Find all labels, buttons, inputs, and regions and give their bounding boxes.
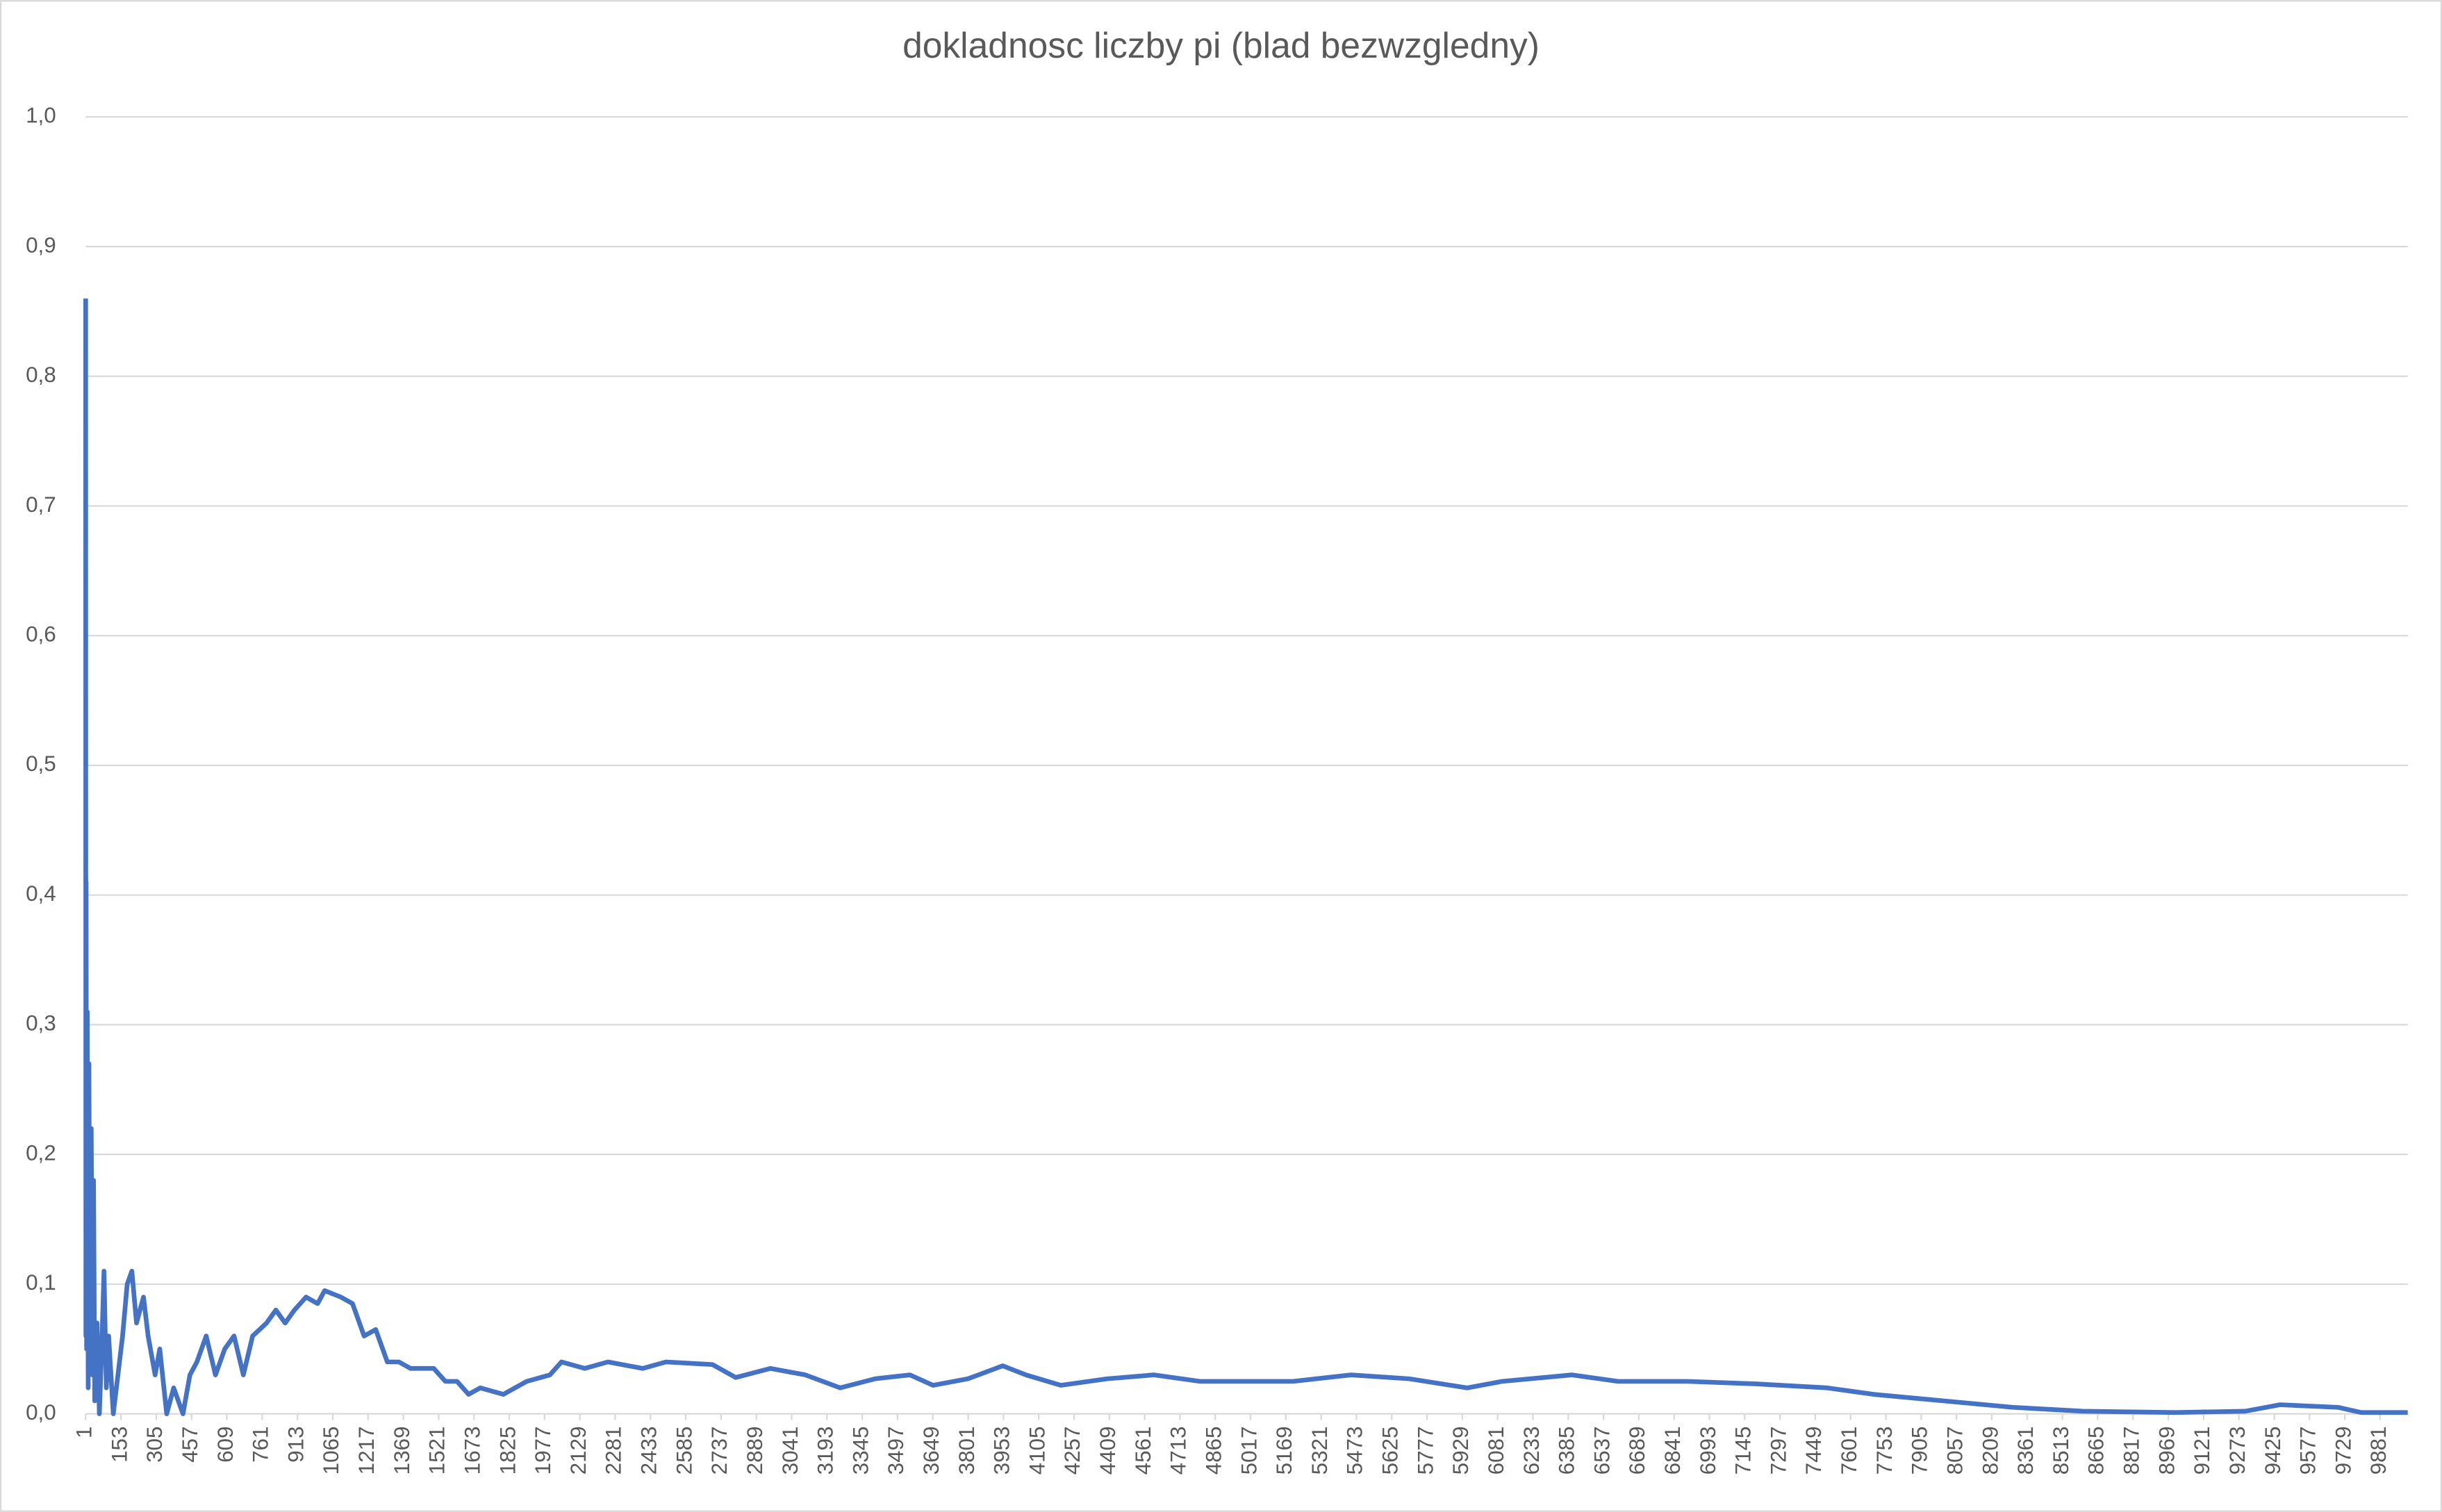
x-tick-label: 1825 bbox=[495, 1427, 520, 1475]
x-tick-label: 2737 bbox=[707, 1427, 732, 1475]
x-tick-label: 5929 bbox=[1449, 1427, 1473, 1475]
x-tick-label: 761 bbox=[249, 1427, 273, 1463]
x-tick-label: 6233 bbox=[1519, 1427, 1544, 1475]
x-tick-label: 609 bbox=[213, 1427, 238, 1463]
data-line bbox=[83, 298, 2408, 1416]
chart-title: dokladnosc liczby pi (blad bezwzgledny) bbox=[902, 25, 1540, 65]
x-tick-label: 3953 bbox=[990, 1427, 1014, 1475]
x-tick-label: 6081 bbox=[1484, 1427, 1508, 1475]
x-tick-label: 8513 bbox=[2049, 1427, 2073, 1475]
x-tick-label: 9881 bbox=[2366, 1427, 2391, 1475]
x-tick-label: 9273 bbox=[2225, 1427, 2250, 1475]
x-tick-label: 3497 bbox=[884, 1427, 908, 1475]
y-tick-label: 0,2 bbox=[26, 1140, 56, 1165]
y-tick-label: 0,9 bbox=[26, 233, 56, 257]
x-tick-label: 1217 bbox=[354, 1427, 379, 1475]
x-tick-label: 3649 bbox=[919, 1427, 943, 1475]
x-tick-label: 4713 bbox=[1166, 1427, 1191, 1475]
x-tick-label: 8817 bbox=[2120, 1427, 2144, 1475]
x-tick-label: 2433 bbox=[637, 1427, 661, 1475]
x-tick-label: 5017 bbox=[1237, 1427, 1261, 1475]
y-tick-label: 0,7 bbox=[26, 492, 56, 517]
x-tick-label: 1521 bbox=[425, 1427, 449, 1475]
x-tick-label: 153 bbox=[107, 1427, 131, 1463]
x-tick-label: 6689 bbox=[1625, 1427, 1649, 1475]
x-tick-label: 4865 bbox=[1201, 1427, 1226, 1475]
x-tick-label: 9425 bbox=[2261, 1427, 2285, 1475]
y-tick-label: 0,5 bbox=[26, 751, 56, 776]
x-tick-label: 8969 bbox=[2154, 1427, 2179, 1475]
x-tick-label: 7145 bbox=[1731, 1427, 1756, 1475]
x-tick-label: 6993 bbox=[1696, 1427, 1720, 1475]
x-tick-label: 7601 bbox=[1837, 1427, 1861, 1475]
x-tick-label: 4561 bbox=[1131, 1427, 1155, 1475]
x-tick-label: 305 bbox=[142, 1427, 167, 1463]
x-tick-label: 9121 bbox=[2190, 1427, 2214, 1475]
x-tick-label: 7753 bbox=[1872, 1427, 1897, 1475]
x-tick-label: 3801 bbox=[955, 1427, 979, 1475]
x-tick-label: 4409 bbox=[1096, 1427, 1120, 1475]
x-tick-label: 5777 bbox=[1413, 1427, 1437, 1475]
x-tick-label: 1065 bbox=[319, 1427, 343, 1475]
y-tick-label: 0,6 bbox=[26, 622, 56, 647]
y-tick-label: 0,1 bbox=[26, 1270, 56, 1295]
x-tick-label: 3041 bbox=[778, 1427, 802, 1475]
x-tick-label: 3345 bbox=[848, 1427, 873, 1475]
x-tick-label: 4257 bbox=[1060, 1427, 1084, 1475]
x-tick-label: 5321 bbox=[1307, 1427, 1332, 1475]
y-tick-label: 1,0 bbox=[26, 103, 56, 128]
x-tick-label: 457 bbox=[178, 1427, 202, 1463]
x-tick-label: 1673 bbox=[460, 1427, 484, 1475]
x-tick-label: 3193 bbox=[814, 1427, 838, 1475]
x-tick-label: 7449 bbox=[1801, 1427, 1826, 1475]
x-tick-label: 5169 bbox=[1272, 1427, 1296, 1475]
x-tick-label: 8057 bbox=[1942, 1427, 1967, 1475]
x-tick-label: 1 bbox=[72, 1427, 97, 1438]
x-tick-label: 7297 bbox=[1766, 1427, 1790, 1475]
y-tick-label: 0,4 bbox=[26, 881, 56, 906]
x-tick-label: 6385 bbox=[1555, 1427, 1579, 1475]
x-tick-label: 5625 bbox=[1378, 1427, 1403, 1475]
x-tick-label: 5473 bbox=[1343, 1427, 1367, 1475]
x-tick-label: 7905 bbox=[1908, 1427, 1932, 1475]
x-tick-label: 6841 bbox=[1660, 1427, 1685, 1475]
y-tick-label: 0,0 bbox=[26, 1400, 56, 1424]
x-tick-label: 2129 bbox=[566, 1427, 591, 1475]
x-tick-label: 8361 bbox=[2013, 1427, 2038, 1475]
y-tick-label: 0,3 bbox=[26, 1011, 56, 1036]
x-tick-label: 9729 bbox=[2331, 1427, 2355, 1475]
x-tick-label: 1977 bbox=[531, 1427, 555, 1475]
x-tick-label: 2585 bbox=[672, 1427, 696, 1475]
x-tick-label: 2281 bbox=[602, 1427, 626, 1475]
x-tick-label: 9577 bbox=[2296, 1427, 2320, 1475]
x-tick-label: 4105 bbox=[1025, 1427, 1049, 1475]
x-tick-label: 8665 bbox=[2084, 1427, 2109, 1475]
x-tick-label: 1369 bbox=[390, 1427, 414, 1475]
y-tick-label: 0,8 bbox=[26, 363, 56, 387]
x-tick-label: 913 bbox=[283, 1427, 308, 1463]
x-tick-label: 6537 bbox=[1590, 1427, 1614, 1475]
x-tick-label: 8209 bbox=[1978, 1427, 2002, 1475]
x-tick-label: 2889 bbox=[743, 1427, 767, 1475]
